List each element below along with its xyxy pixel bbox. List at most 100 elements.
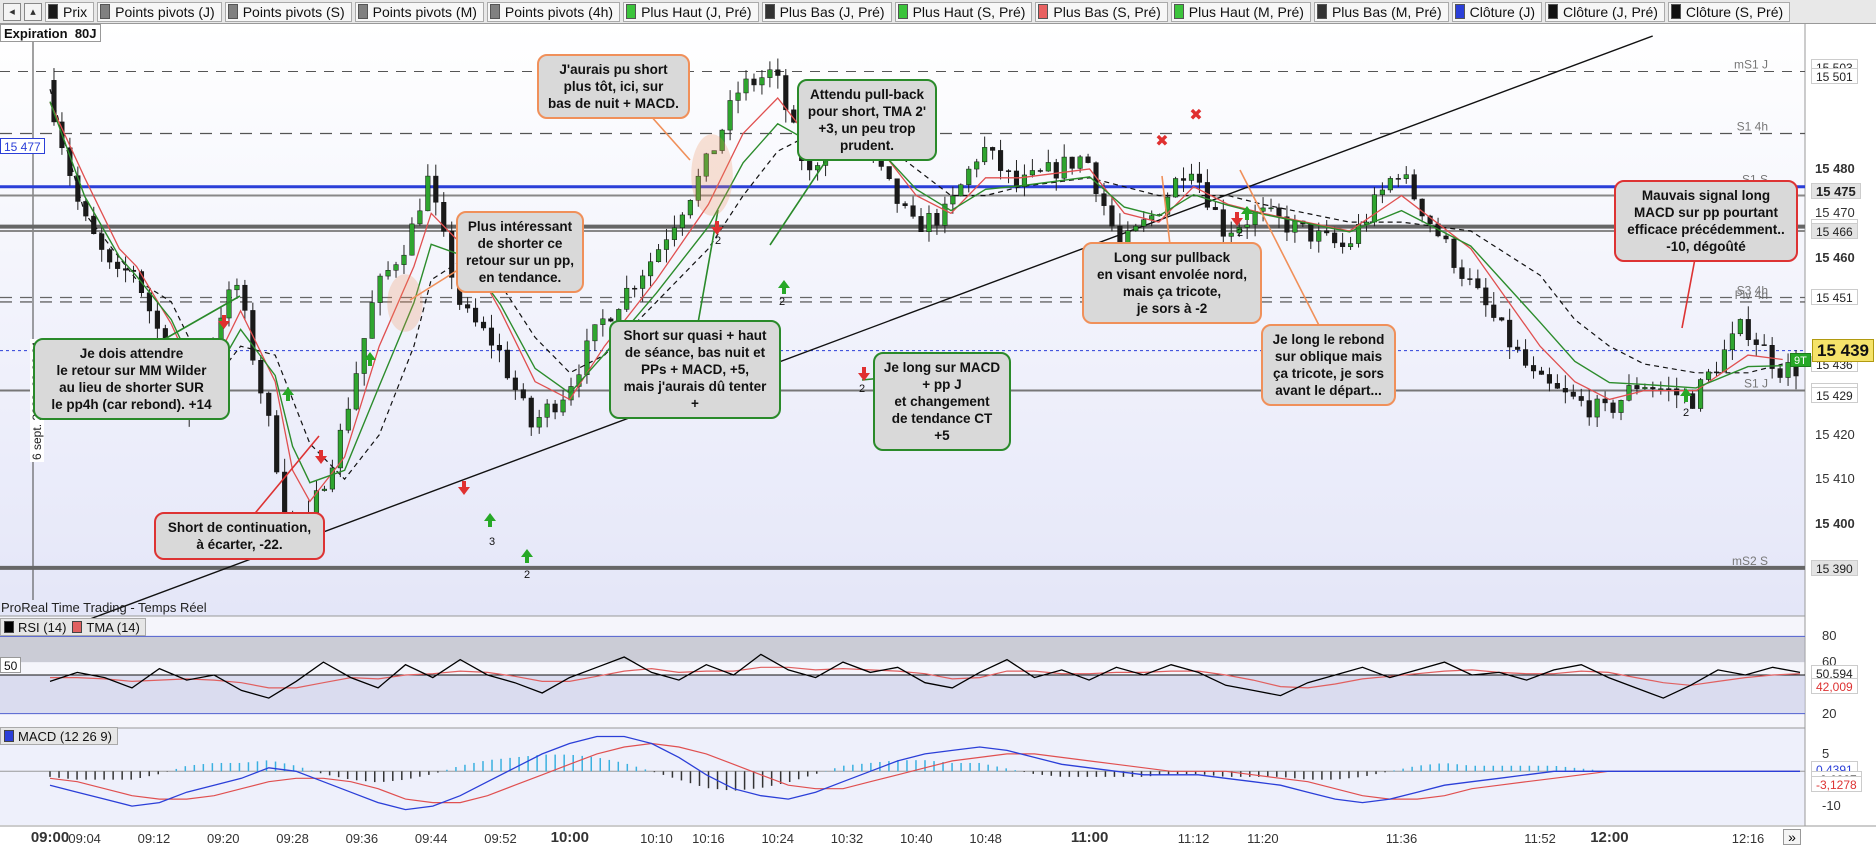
candle	[1666, 388, 1672, 390]
rsi-overbought-zone	[0, 636, 1805, 663]
legend-item[interactable]: Clôture (J)	[1451, 1, 1542, 22]
time-axis-label: 10:32	[830, 831, 864, 846]
candle	[934, 213, 940, 226]
annotation-callout: Je long le rebond sur oblique mais ça tric…	[1261, 324, 1396, 406]
legend-item[interactable]: Plus Haut (M, Pré)	[1170, 1, 1311, 22]
candle	[1133, 225, 1139, 232]
candle	[560, 399, 566, 413]
candle	[1371, 194, 1377, 223]
candle	[488, 327, 495, 346]
time-axis-label: 09:04	[68, 831, 101, 846]
legend-label: Plus Bas (M, Pré)	[1331, 3, 1442, 20]
time-axis-label: 09:36	[345, 831, 379, 846]
legend-item[interactable]: Clôture (S, Pré)	[1667, 1, 1791, 22]
expand-icon[interactable]: ▴	[24, 2, 42, 21]
candle	[1180, 178, 1187, 181]
trendline[interactable]	[84, 35, 1653, 622]
candle	[894, 178, 900, 204]
legend-item[interactable]: Plus Bas (J, Pré)	[761, 1, 892, 22]
candle	[1650, 387, 1656, 390]
annotation-line: retour sur un pp,	[466, 253, 574, 268]
macd-panel-title[interactable]: MACD (12 26 9)	[0, 727, 118, 745]
candle	[1013, 170, 1020, 187]
annotation-line: et changement	[894, 394, 990, 409]
sell-arrow-icon	[858, 367, 870, 381]
candle	[942, 203, 948, 226]
annotation-line: sur oblique mais	[1274, 349, 1383, 364]
price-level-tag: 15 429	[1811, 386, 1858, 403]
annotation-callout: J'aurais pu short plus tôt, ici, sur bas d…	[537, 54, 690, 119]
price-axis-label: 15 420	[1815, 426, 1855, 442]
annotation-line: en tendance.	[478, 270, 562, 285]
annotation-line: de shorter ce	[477, 236, 563, 251]
legend-swatch	[48, 4, 58, 19]
candle	[1698, 379, 1704, 409]
legend-item[interactable]: Clôture (J, Pré)	[1545, 1, 1665, 22]
macd-line	[49, 735, 1800, 811]
legend-label: Points pivots (4h)	[504, 3, 614, 20]
collapse-icon[interactable]: ◂	[3, 2, 21, 21]
legend-item[interactable]: Plus Bas (S, Pré)	[1035, 1, 1168, 22]
candle	[1149, 215, 1155, 220]
candle	[1737, 319, 1743, 335]
candle	[417, 210, 423, 225]
candle	[1236, 227, 1242, 234]
candle	[1451, 238, 1457, 268]
candle	[1690, 393, 1696, 409]
legend-item[interactable]: Plus Haut (S, Pré)	[894, 1, 1033, 22]
sell-arrow-icon	[1231, 212, 1243, 226]
exit-cross-icon: ✖	[1189, 105, 1202, 124]
price-axis-label: 15 480	[1815, 160, 1855, 176]
legend-item[interactable]: Points pivots (J)	[97, 1, 222, 22]
highlight-ellipse	[691, 134, 733, 216]
candle	[1777, 368, 1783, 378]
legend-item[interactable]: Plus Bas (M, Pré)	[1313, 1, 1449, 22]
rsi-panel-title[interactable]: RSI (14) TMA (14)	[0, 618, 146, 636]
signal-count-label: 2	[779, 296, 785, 308]
legend-item[interactable]: Points pivots (M)	[354, 1, 484, 22]
candle	[743, 78, 749, 94]
annotation-pointer	[694, 209, 719, 341]
annotation-line: Je long sur MACD	[883, 360, 1001, 375]
candle	[735, 92, 741, 101]
time-axis-label: 09:52	[484, 831, 517, 846]
price-level-tag: 15 501	[1811, 67, 1858, 84]
legend-swatch	[764, 4, 775, 19]
sell-arrow-icon	[458, 481, 470, 495]
candle	[99, 233, 105, 250]
candle	[910, 205, 916, 217]
candle	[536, 417, 542, 428]
signal-count-label: 2	[1237, 227, 1243, 239]
annotation-line: +5	[934, 428, 950, 443]
scroll-right-button[interactable]: »	[1783, 829, 1801, 845]
macd-panel-bg	[0, 728, 1805, 825]
candle	[1459, 267, 1465, 279]
candle	[592, 324, 598, 342]
legend-item[interactable]: Plus Haut (J, Pré)	[623, 1, 759, 22]
annotation-line: à écarter, -22.	[196, 537, 283, 552]
pivot-level-label: mS2 S	[1732, 554, 1768, 568]
price-level-tag: 15 451	[1811, 289, 1858, 306]
buy-arrow-icon	[1241, 206, 1253, 220]
candle	[1546, 374, 1552, 384]
candle	[1610, 402, 1616, 413]
candle	[520, 389, 526, 399]
annotation-line: Plus intéressant	[467, 219, 573, 234]
rsi-mid-tag: 50	[0, 657, 22, 673]
legend-label: Plus Haut (M, Pré)	[1188, 3, 1304, 20]
candle	[1316, 230, 1322, 242]
macd-signal-line	[49, 742, 1800, 804]
legend-item[interactable]: Prix	[45, 1, 95, 22]
legend-item[interactable]: Points pivots (4h)	[486, 1, 621, 22]
pivot-level-label: S1 4h	[1737, 120, 1768, 134]
candle	[154, 310, 160, 329]
legend-item[interactable]: Points pivots (S)	[224, 1, 352, 22]
candle	[115, 261, 121, 269]
legend-label: Plus Haut (J, Pré)	[641, 3, 752, 20]
annotation-line: + pp J	[922, 377, 962, 392]
annotation-line: avant le départ...	[1275, 383, 1382, 398]
signal-count-label: 2	[1683, 407, 1689, 419]
candle	[1761, 344, 1767, 346]
candle	[146, 292, 152, 312]
